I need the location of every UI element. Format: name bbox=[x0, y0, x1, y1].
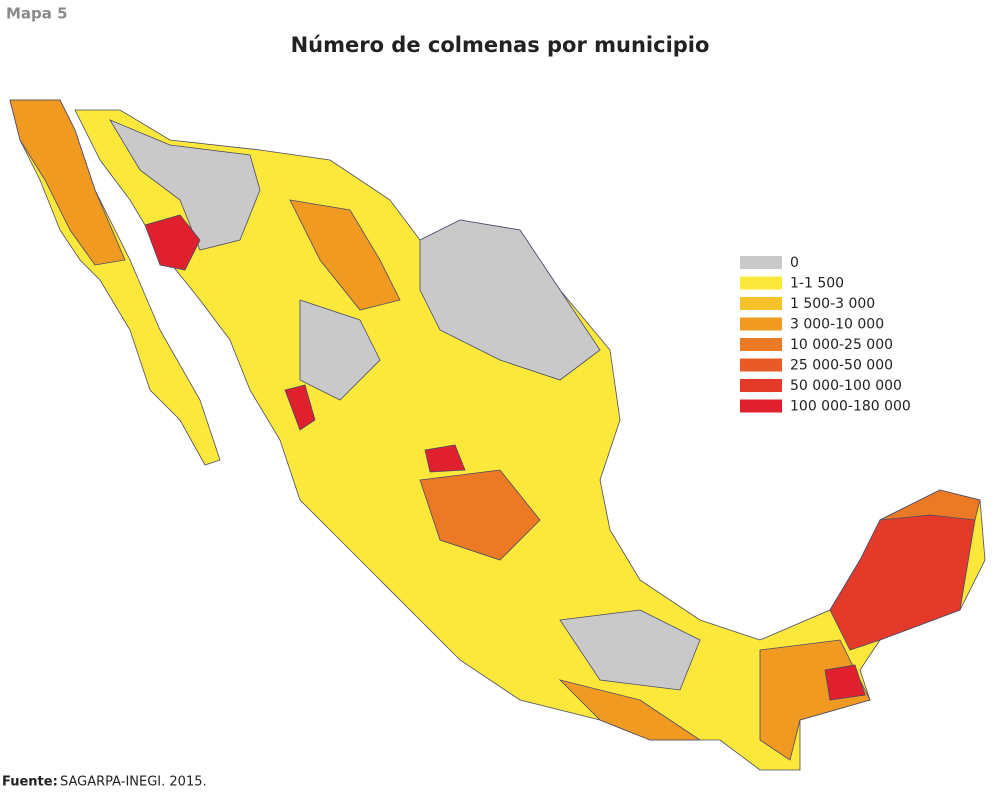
gray-south bbox=[559, 609, 701, 691]
sonora-red bbox=[144, 214, 201, 271]
legend-label: 10 000-25 000 bbox=[790, 337, 893, 353]
legend-swatch bbox=[740, 297, 782, 310]
legend-swatch bbox=[740, 338, 782, 351]
legend-label: 25 000-50 000 bbox=[790, 358, 893, 374]
orange-south bbox=[558, 679, 702, 741]
orange-central bbox=[419, 469, 541, 561]
source-prefix: Fuente: bbox=[2, 775, 58, 790]
legend-label: 0 bbox=[790, 255, 799, 271]
legend-swatch bbox=[740, 317, 782, 331]
legend-swatch bbox=[740, 399, 782, 413]
map bbox=[9, 99, 986, 771]
source-text: SAGARPA-INEGI. 2015. bbox=[60, 775, 207, 790]
yucatan-orange bbox=[879, 489, 981, 521]
sinaloa-red bbox=[284, 384, 316, 431]
gray-central bbox=[299, 299, 381, 401]
legend-label: 1 500-3 000 bbox=[790, 296, 875, 312]
legend-label: 50 000-100 000 bbox=[790, 378, 902, 394]
legend-swatch bbox=[740, 379, 782, 392]
legend-label: 100 000-180 000 bbox=[790, 399, 911, 415]
legend-label: 3 000-10 000 bbox=[790, 317, 884, 333]
legend-label: 1-1 500 bbox=[790, 276, 844, 292]
legend-swatch bbox=[740, 358, 782, 372]
map-title: Número de colmenas por municipio bbox=[291, 33, 710, 57]
tabasco-red bbox=[824, 664, 866, 701]
gray-north bbox=[109, 119, 261, 251]
legend: 0 1-1 500 1 500-3 000 3 000-10 000 10 000-25… bbox=[740, 255, 911, 415]
map-label: Mapa 5 bbox=[6, 5, 68, 23]
gray-northeast bbox=[419, 219, 601, 381]
legend-swatch bbox=[740, 276, 782, 290]
orange-northwest bbox=[289, 199, 401, 311]
zacatecas-red bbox=[424, 444, 466, 473]
legend-swatch bbox=[740, 256, 782, 269]
baja-north bbox=[9, 99, 126, 266]
